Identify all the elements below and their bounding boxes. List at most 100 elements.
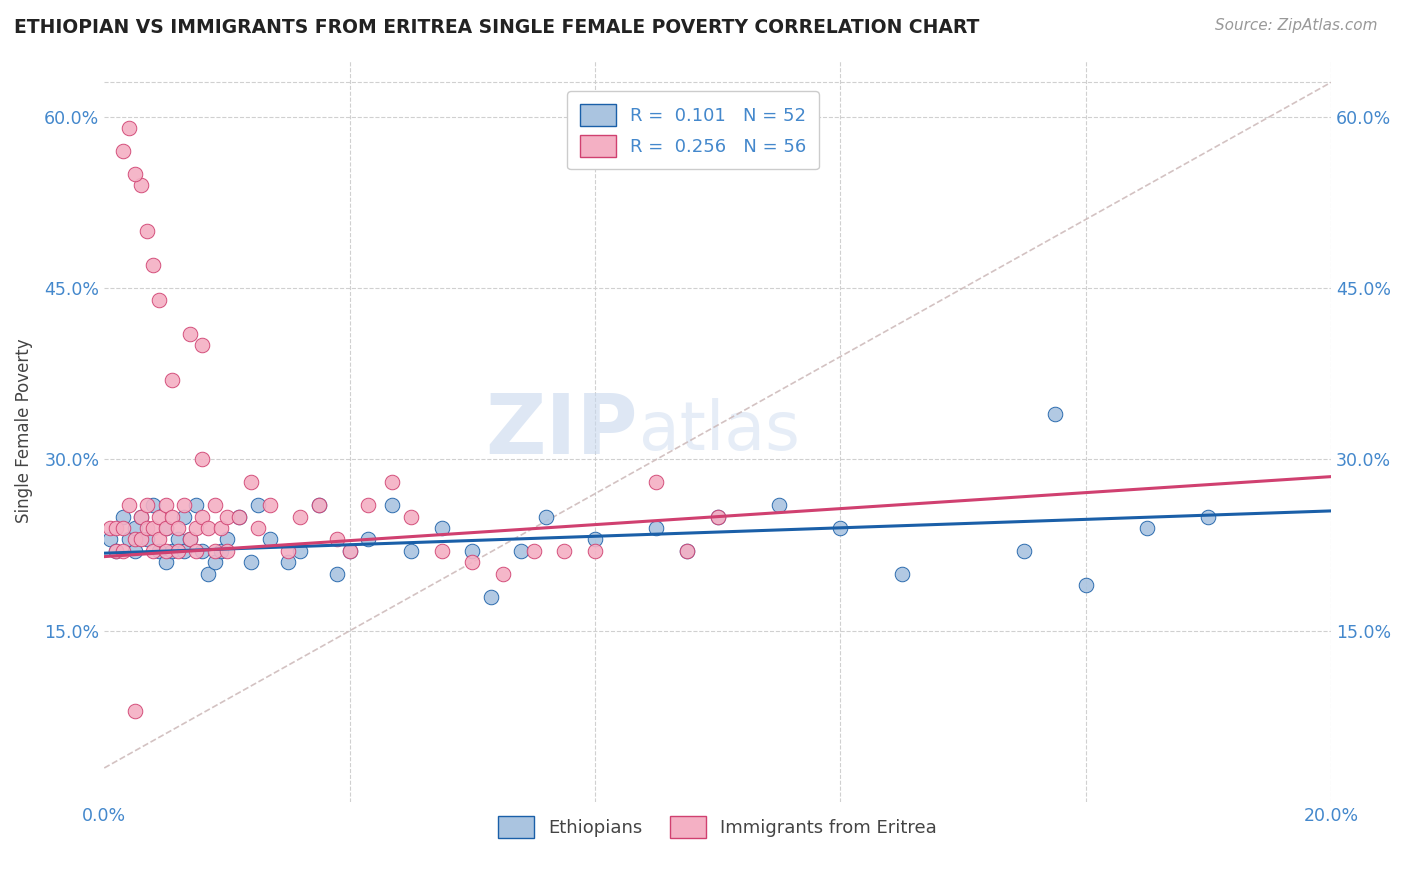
Point: [215, 533, 238, 547]
Text: atlas: atlas: [640, 398, 800, 464]
Point: [173, 509, 195, 524]
Point: [105, 521, 128, 535]
Point: [204, 544, 226, 558]
Point: [290, 544, 312, 558]
Point: [522, 544, 544, 558]
Point: [155, 544, 177, 558]
Point: [111, 509, 134, 524]
Point: [124, 521, 146, 535]
Point: [129, 509, 152, 524]
Point: [148, 509, 170, 524]
Point: [155, 498, 177, 512]
Point: [204, 498, 226, 512]
Point: [111, 544, 134, 558]
Point: [246, 498, 269, 512]
Point: [890, 566, 912, 581]
Point: [179, 533, 201, 547]
Point: [136, 224, 159, 238]
Point: [430, 521, 453, 535]
Point: [129, 533, 152, 547]
Point: [209, 521, 232, 535]
Point: [308, 498, 330, 512]
Point: [155, 521, 177, 535]
Point: [148, 533, 170, 547]
Point: [1012, 544, 1035, 558]
Point: [124, 167, 146, 181]
Point: [166, 521, 188, 535]
Point: [399, 509, 422, 524]
Point: [381, 475, 404, 490]
Point: [1136, 521, 1159, 535]
Point: [105, 544, 128, 558]
Point: [186, 544, 208, 558]
Point: [142, 521, 165, 535]
Point: [1197, 509, 1219, 524]
Point: [136, 521, 159, 535]
Point: [676, 544, 699, 558]
Point: [430, 544, 453, 558]
Point: [111, 144, 134, 158]
Point: [259, 498, 281, 512]
Point: [645, 521, 668, 535]
Point: [492, 566, 515, 581]
Point: [160, 544, 183, 558]
Point: [768, 498, 790, 512]
Point: [98, 533, 121, 547]
Point: [179, 533, 201, 547]
Point: [197, 566, 219, 581]
Point: [1043, 407, 1066, 421]
Point: [136, 498, 159, 512]
Point: [583, 544, 606, 558]
Point: [381, 498, 404, 512]
Point: [204, 555, 226, 569]
Point: [148, 544, 170, 558]
Point: [676, 544, 699, 558]
Y-axis label: Single Female Poverty: Single Female Poverty: [15, 339, 32, 524]
Point: [191, 338, 214, 352]
Point: [553, 544, 575, 558]
Point: [645, 475, 668, 490]
Point: [98, 521, 121, 535]
Point: [160, 372, 183, 386]
Point: [228, 509, 250, 524]
Point: [246, 521, 269, 535]
Point: [191, 509, 214, 524]
Point: [118, 121, 141, 136]
Text: Source: ZipAtlas.com: Source: ZipAtlas.com: [1215, 18, 1378, 33]
Text: ETHIOPIAN VS IMMIGRANTS FROM ERITREA SINGLE FEMALE POVERTY CORRELATION CHART: ETHIOPIAN VS IMMIGRANTS FROM ERITREA SIN…: [14, 18, 980, 37]
Point: [240, 475, 263, 490]
Point: [136, 533, 159, 547]
Point: [118, 498, 141, 512]
Point: [118, 533, 141, 547]
Point: [290, 509, 312, 524]
Point: [155, 555, 177, 569]
Point: [326, 533, 349, 547]
Point: [148, 293, 170, 307]
Point: [124, 533, 146, 547]
Point: [142, 258, 165, 272]
Point: [1074, 578, 1097, 592]
Point: [461, 555, 484, 569]
Point: [357, 533, 380, 547]
Point: [399, 544, 422, 558]
Point: [326, 566, 349, 581]
Point: [706, 509, 728, 524]
Point: [191, 452, 214, 467]
Point: [510, 544, 533, 558]
Point: [186, 498, 208, 512]
Point: [259, 533, 281, 547]
Point: [357, 498, 380, 512]
Point: [124, 704, 146, 718]
Point: [111, 521, 134, 535]
Point: [129, 509, 152, 524]
Point: [706, 509, 728, 524]
Point: [277, 544, 299, 558]
Point: [534, 509, 557, 524]
Point: [166, 533, 188, 547]
Point: [186, 521, 208, 535]
Point: [339, 544, 361, 558]
Point: [479, 590, 502, 604]
Point: [160, 509, 183, 524]
Point: [339, 544, 361, 558]
Point: [129, 178, 152, 193]
